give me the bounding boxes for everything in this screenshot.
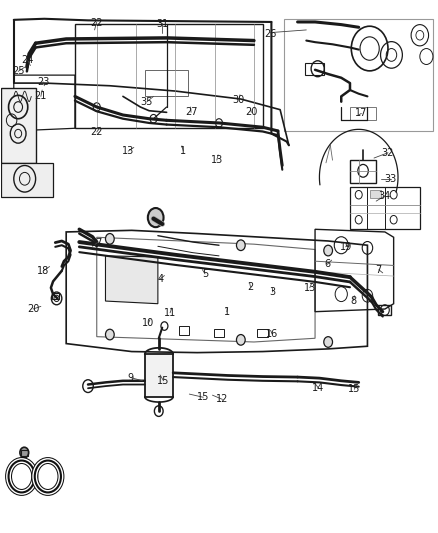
Text: 17: 17 bbox=[355, 108, 367, 118]
Text: 19: 19 bbox=[339, 242, 352, 252]
Text: 20: 20 bbox=[245, 107, 258, 117]
Text: 32: 32 bbox=[382, 148, 394, 158]
Text: 17: 17 bbox=[92, 238, 104, 247]
Text: 11: 11 bbox=[164, 308, 176, 318]
Text: 12: 12 bbox=[216, 394, 229, 405]
Text: 1: 1 bbox=[180, 146, 186, 156]
Text: 20: 20 bbox=[27, 304, 39, 314]
Circle shape bbox=[20, 447, 28, 458]
Text: 6: 6 bbox=[324, 260, 330, 269]
Circle shape bbox=[237, 335, 245, 345]
Text: 27: 27 bbox=[185, 107, 197, 117]
Text: 31: 31 bbox=[156, 19, 168, 29]
Circle shape bbox=[148, 208, 163, 227]
Text: 13: 13 bbox=[122, 146, 134, 156]
Text: 5: 5 bbox=[202, 269, 208, 279]
Text: 22: 22 bbox=[91, 18, 103, 28]
Polygon shape bbox=[145, 354, 173, 397]
Text: 22: 22 bbox=[91, 127, 103, 137]
Text: 7: 7 bbox=[376, 265, 382, 274]
Polygon shape bbox=[1, 163, 53, 197]
Polygon shape bbox=[1, 88, 35, 163]
Circle shape bbox=[237, 240, 245, 251]
Circle shape bbox=[324, 245, 332, 256]
Text: 26: 26 bbox=[264, 29, 277, 39]
Text: 15: 15 bbox=[157, 376, 170, 386]
Text: 4: 4 bbox=[157, 274, 163, 284]
Circle shape bbox=[324, 337, 332, 348]
Text: 2: 2 bbox=[247, 282, 254, 292]
Text: 18: 18 bbox=[37, 266, 49, 276]
Text: 15: 15 bbox=[197, 392, 209, 402]
Text: 10: 10 bbox=[142, 318, 154, 328]
Text: 34: 34 bbox=[379, 191, 391, 201]
Text: 13: 13 bbox=[211, 155, 223, 165]
Text: 21: 21 bbox=[35, 91, 47, 101]
Text: 25: 25 bbox=[12, 67, 25, 76]
Circle shape bbox=[106, 233, 114, 244]
Text: 3: 3 bbox=[270, 287, 276, 297]
Text: 9: 9 bbox=[128, 373, 134, 383]
Text: 23: 23 bbox=[37, 77, 49, 87]
Text: 16: 16 bbox=[266, 329, 279, 339]
Polygon shape bbox=[370, 190, 381, 198]
Text: 14: 14 bbox=[312, 383, 325, 393]
Text: 30: 30 bbox=[233, 95, 245, 105]
Text: 15: 15 bbox=[348, 384, 360, 394]
Polygon shape bbox=[106, 256, 158, 304]
Circle shape bbox=[106, 329, 114, 340]
Text: 13: 13 bbox=[304, 283, 316, 293]
Text: 35: 35 bbox=[141, 96, 153, 107]
Text: 33: 33 bbox=[385, 174, 397, 184]
Text: 1: 1 bbox=[224, 306, 230, 317]
Text: 24: 24 bbox=[21, 55, 34, 65]
Text: 8: 8 bbox=[350, 295, 357, 305]
